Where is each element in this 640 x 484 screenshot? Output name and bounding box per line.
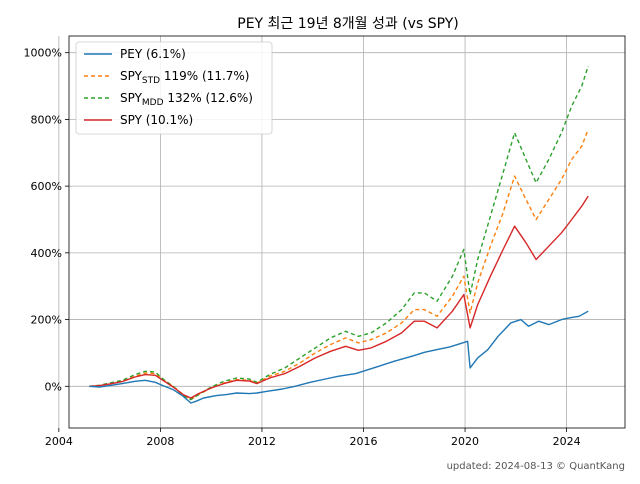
- legend: PEY (6.1%) SPYSTD 119% (11.7%) SPYMDD 132%…: [75, 41, 273, 135]
- x-tick-label: 2004: [45, 435, 73, 448]
- series-layer: [89, 65, 589, 404]
- x-tick-label: 2008: [146, 435, 174, 448]
- y-tick-label: 800%: [31, 113, 62, 126]
- series-line-2: [89, 65, 589, 401]
- y-tick-label: 0%: [45, 380, 62, 393]
- axis-layer: 2004 2008 2012 2016 2020 2024 0% 200% 400% 600% 80…: [24, 47, 581, 448]
- y-tick-label: 400%: [31, 247, 62, 260]
- chart-title: PEY 최근 19년 8개월 성과 (vs SPY): [237, 16, 459, 32]
- legend-label: PEY (6.1%): [120, 47, 186, 61]
- x-tick-label: 2016: [350, 435, 378, 448]
- legend-label: SPY (10.1%): [120, 113, 193, 127]
- x-tick-label: 2024: [553, 435, 581, 448]
- x-tick-label: 2020: [451, 435, 479, 448]
- x-tick-label: 2012: [248, 435, 276, 448]
- y-tick-label: 600%: [31, 180, 62, 193]
- footer-credit: updated: 2024-08-13 © QuantKang: [447, 461, 625, 472]
- series-line-0: [89, 310, 589, 404]
- plot-frame: [68, 35, 626, 429]
- y-tick-label: 1000%: [24, 47, 62, 60]
- legend-label: SPYSTD 119% (11.7%): [120, 69, 249, 86]
- series-line-3: [89, 195, 589, 399]
- legend-box: [75, 41, 273, 135]
- y-tick-label: 200%: [31, 314, 62, 327]
- legend-label: SPYMDD 132% (12.6%): [120, 91, 253, 108]
- series-line-1: [89, 129, 589, 401]
